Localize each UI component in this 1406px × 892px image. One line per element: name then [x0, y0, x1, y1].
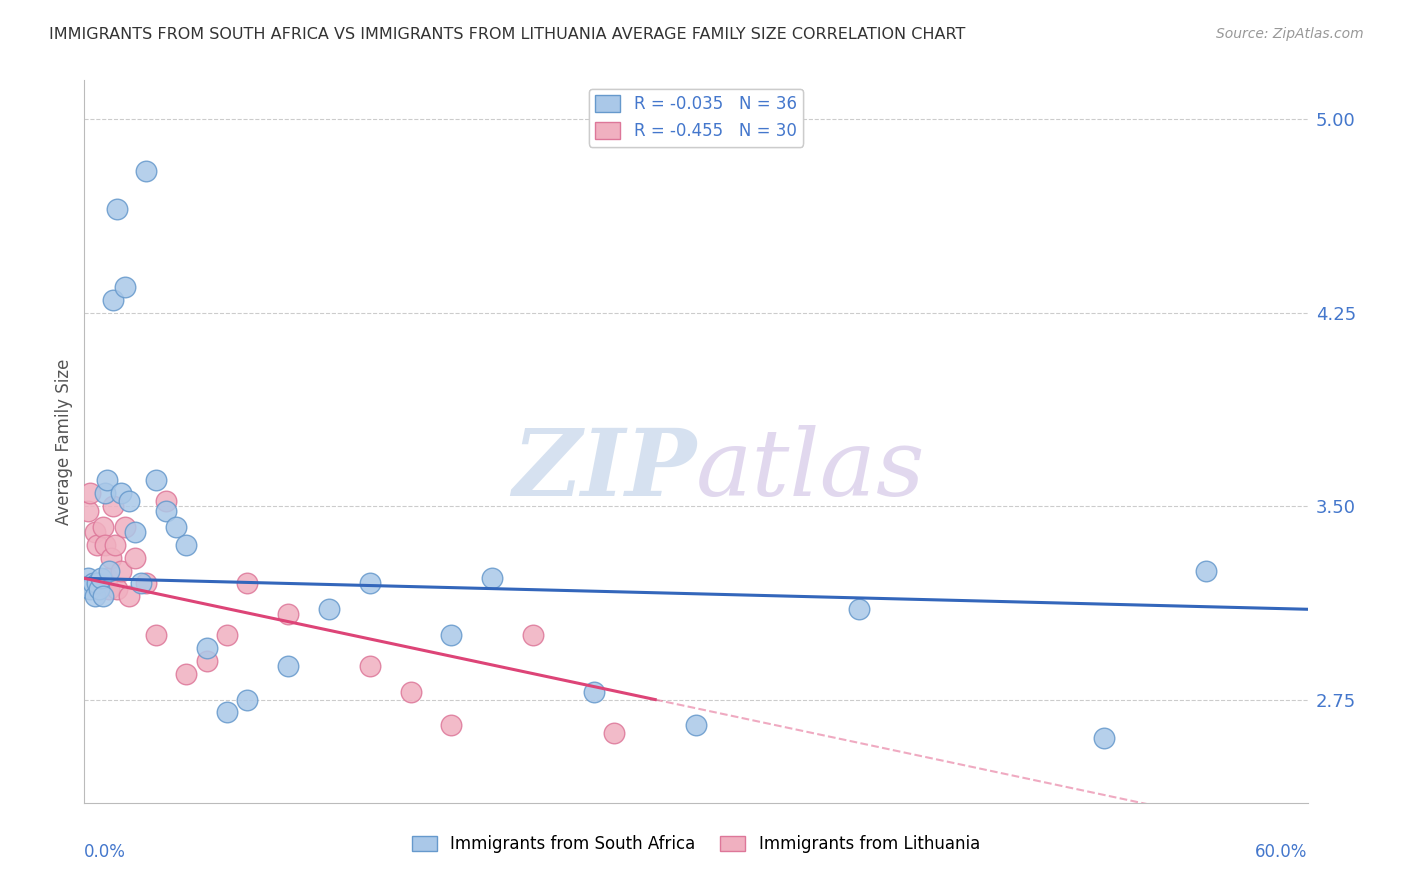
Point — [124, 524, 146, 539]
Text: 0.0%: 0.0% — [84, 843, 127, 861]
Point — [277, 659, 299, 673]
Legend: R = -0.035   N = 36, R = -0.455   N = 30: R = -0.035 N = 36, R = -0.455 N = 30 — [589, 88, 803, 146]
Point — [79, 486, 101, 500]
Text: IMMIGRANTS FROM SOUTH AFRICA VS IMMIGRANTS FROM LITHUANIA AVERAGE FAMILY SIZE CO: IMMIGRANTS FROM SOUTH AFRICA VS IMMIGRAN… — [49, 27, 966, 42]
Point — [91, 590, 114, 604]
Point — [82, 576, 104, 591]
Point — [105, 202, 128, 217]
Point — [236, 692, 259, 706]
Point — [685, 718, 707, 732]
Point — [86, 576, 108, 591]
Point — [131, 576, 153, 591]
Point — [93, 538, 115, 552]
Point — [135, 163, 157, 178]
Text: Source: ZipAtlas.com: Source: ZipAtlas.com — [1216, 27, 1364, 41]
Point — [522, 628, 544, 642]
Text: 60.0%: 60.0% — [1256, 843, 1308, 861]
Point — [77, 504, 100, 518]
Point — [97, 564, 120, 578]
Point — [603, 726, 626, 740]
Point — [174, 666, 197, 681]
Point — [165, 519, 187, 533]
Point — [359, 659, 381, 673]
Point — [77, 571, 100, 585]
Point — [100, 550, 122, 565]
Point — [79, 582, 101, 596]
Point — [91, 519, 114, 533]
Point — [90, 571, 112, 585]
Point — [217, 628, 239, 642]
Point — [236, 576, 259, 591]
Point — [155, 504, 177, 518]
Point — [90, 576, 112, 591]
Point — [118, 494, 141, 508]
Point — [583, 685, 606, 699]
Point — [848, 602, 870, 616]
Point — [1195, 564, 1218, 578]
Point — [195, 640, 218, 655]
Point — [1092, 731, 1115, 746]
Point — [87, 582, 110, 596]
Point — [96, 473, 118, 487]
Point — [359, 576, 381, 591]
Point — [83, 590, 105, 604]
Point — [318, 602, 340, 616]
Y-axis label: Average Family Size: Average Family Size — [55, 359, 73, 524]
Point — [96, 571, 118, 585]
Point — [118, 590, 141, 604]
Point — [440, 628, 463, 642]
Point — [105, 582, 128, 596]
Point — [101, 293, 124, 307]
Text: atlas: atlas — [696, 425, 925, 516]
Point — [440, 718, 463, 732]
Point — [155, 494, 177, 508]
Point — [83, 524, 105, 539]
Point — [174, 538, 197, 552]
Point — [110, 564, 132, 578]
Point — [145, 473, 167, 487]
Point — [277, 607, 299, 622]
Point — [97, 582, 120, 596]
Point — [217, 706, 239, 720]
Point — [104, 538, 127, 552]
Point — [114, 519, 136, 533]
Point — [124, 550, 146, 565]
Point — [399, 685, 422, 699]
Point — [101, 499, 124, 513]
Point — [135, 576, 157, 591]
Point — [145, 628, 167, 642]
Text: ZIP: ZIP — [512, 425, 696, 516]
Point — [86, 538, 108, 552]
Point — [114, 279, 136, 293]
Point — [481, 571, 503, 585]
Point — [93, 486, 115, 500]
Point — [110, 486, 132, 500]
Point — [195, 654, 218, 668]
